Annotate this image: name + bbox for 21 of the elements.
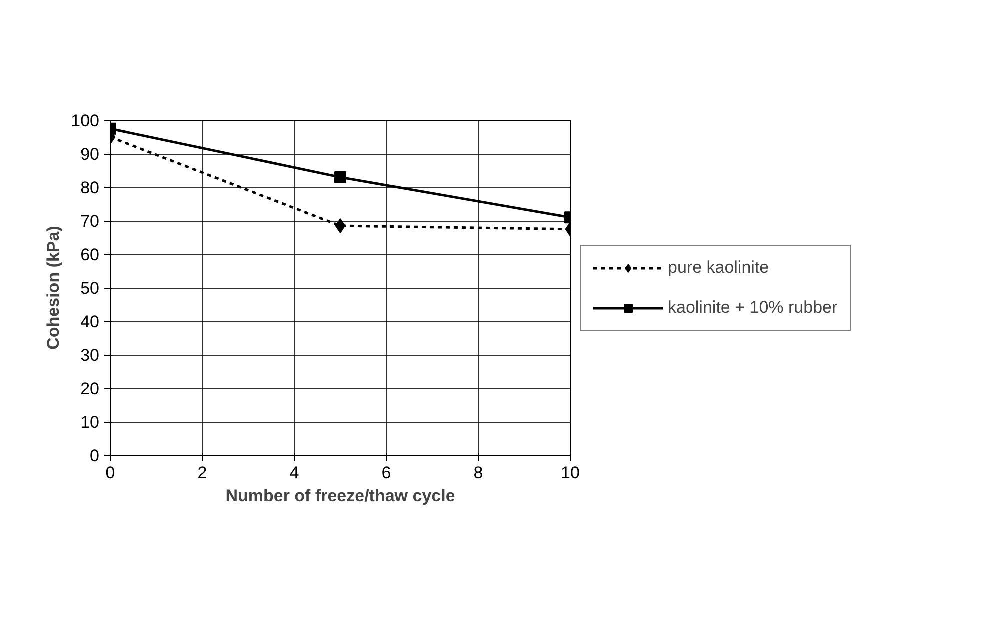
x-tick-label: 2 xyxy=(198,464,208,482)
legend-label: pure kaolinite xyxy=(668,258,770,278)
x-tick-label: 8 xyxy=(474,464,484,482)
y-tick-label: 100 xyxy=(71,112,100,130)
x-tick-label: 0 xyxy=(106,464,116,482)
y-tick-label: 30 xyxy=(80,346,100,365)
x-tick-label: 4 xyxy=(290,464,300,482)
y-tick-label: 90 xyxy=(80,145,100,164)
y-tick-label: 10 xyxy=(80,413,100,432)
y-tick-label: 60 xyxy=(80,246,100,264)
x-axis-title: Number of freeze/thaw cycle xyxy=(226,486,456,506)
x-tick-label: 10 xyxy=(561,464,580,482)
y-tick-label: 80 xyxy=(80,178,100,198)
y-axis-title: Cohesion (kPa) xyxy=(44,226,64,350)
x-tick-label: 6 xyxy=(382,464,392,482)
y-tick-label: 40 xyxy=(80,312,100,332)
legend-label: kaolinite + 10% rubber xyxy=(668,298,838,318)
y-tick-label: 20 xyxy=(80,380,100,398)
y-tick-label: 70 xyxy=(80,212,100,231)
y-tick-label: 50 xyxy=(80,279,100,298)
y-tick-label: 0 xyxy=(90,446,100,466)
